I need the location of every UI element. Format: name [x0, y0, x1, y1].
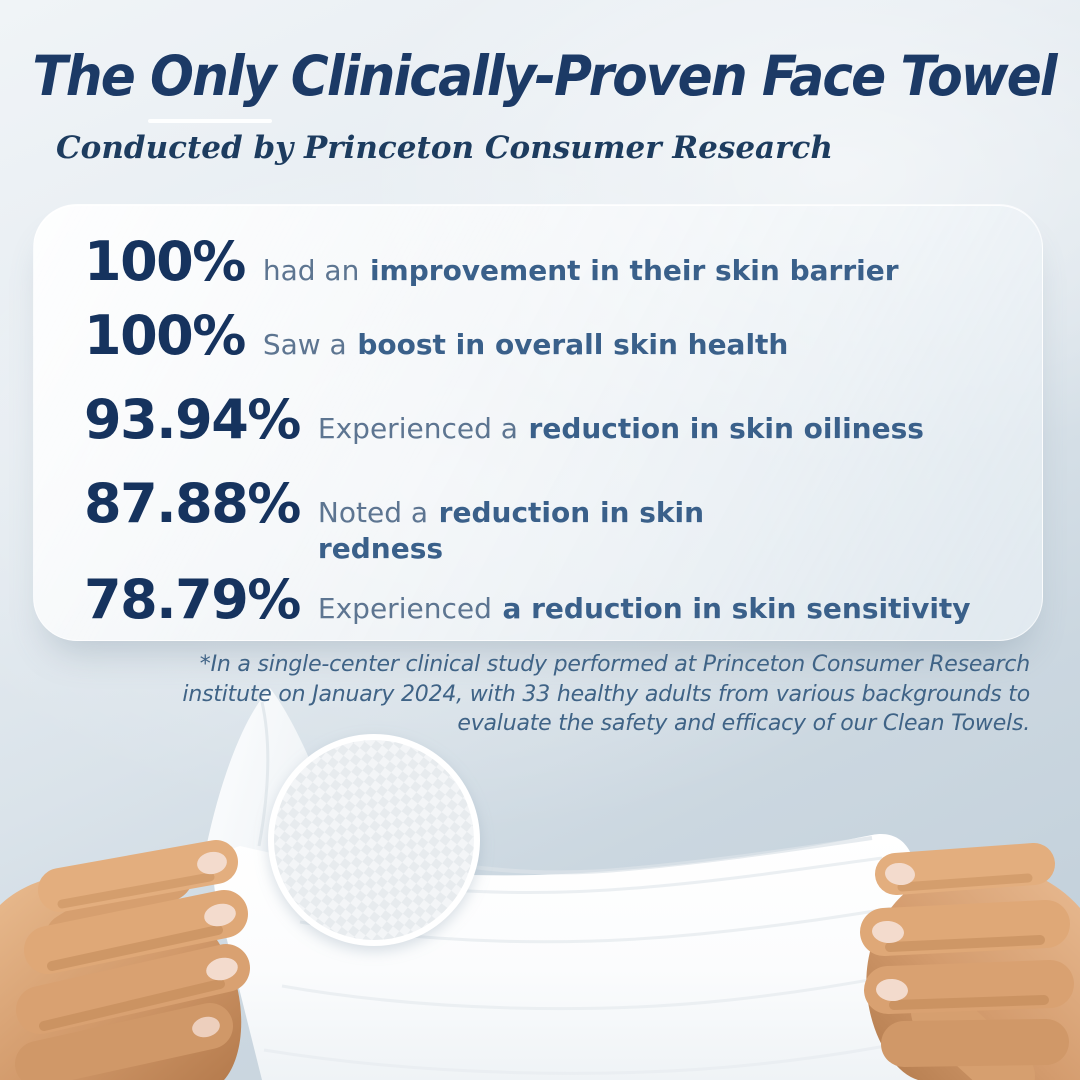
towel-scene-graphic	[0, 688, 1080, 1080]
stat-bold-text: a reduction in skin sensitivity	[502, 591, 971, 625]
stat-value: 78.79%	[84, 567, 301, 631]
stat-bold-text: boost in overall skin health	[357, 328, 789, 362]
stat-description: Experienced a reduction in skin oiliness	[318, 411, 924, 447]
stat-description: Saw a boost in overall skin health	[263, 327, 789, 363]
texture-closeup-circle	[268, 734, 480, 946]
stat-row-skin-health: 100% Saw a boost in overall skin health	[84, 304, 1030, 368]
stat-description: Experienced a reduction in skin sensitivi…	[318, 591, 971, 627]
stat-row-skin-oiliness: 93.94% Experienced a reduction in skin oil…	[84, 389, 1030, 451]
stat-prefix: Noted a	[317, 496, 429, 530]
stat-description: had an improvement in their skin barrier	[263, 253, 899, 289]
right-hand	[860, 843, 1080, 1080]
stat-prefix: had an	[262, 254, 360, 287]
title-underline	[148, 119, 272, 123]
stat-prefix: Experienced	[317, 591, 492, 625]
stat-value: 87.88%	[84, 472, 301, 536]
stat-bold-text: reduction in skin redness	[317, 496, 705, 566]
stats-card: 100% had an improvement in their skin barr…	[33, 204, 1043, 641]
subtitle: Conducted by Princeton Consumer Research	[56, 130, 833, 166]
clinical-study-disclaimer: *In a single-center clinical study perfo…	[182, 652, 1030, 737]
page-title: The Only Clinically-Proven Face Towel	[32, 44, 1057, 108]
stat-row-skin-barrier: 100% had an improvement in their skin barr…	[84, 230, 1030, 293]
stat-value: 93.94%	[84, 388, 301, 452]
stat-prefix: Saw a	[262, 328, 347, 362]
stat-value: 100%	[84, 304, 246, 368]
left-hand	[0, 840, 250, 1080]
stat-bold-text: improvement in their skin barrier	[369, 254, 899, 287]
stat-row-skin-redness: 87.88% Noted a reduction in skin redness	[84, 473, 1030, 567]
hands-stretching-towel-photo: Dual sided Textured & Smooth Sides	[0, 660, 1080, 1080]
stat-prefix: Experienced a	[317, 412, 518, 446]
stat-row-skin-sensitivity: 78.79% Experienced a reduction in skin sen…	[84, 567, 1030, 631]
stat-value: 100%	[84, 230, 246, 293]
stat-description: Noted a reduction in skin redness	[318, 495, 704, 567]
stat-bold-text: reduction in skin oiliness	[528, 412, 924, 446]
